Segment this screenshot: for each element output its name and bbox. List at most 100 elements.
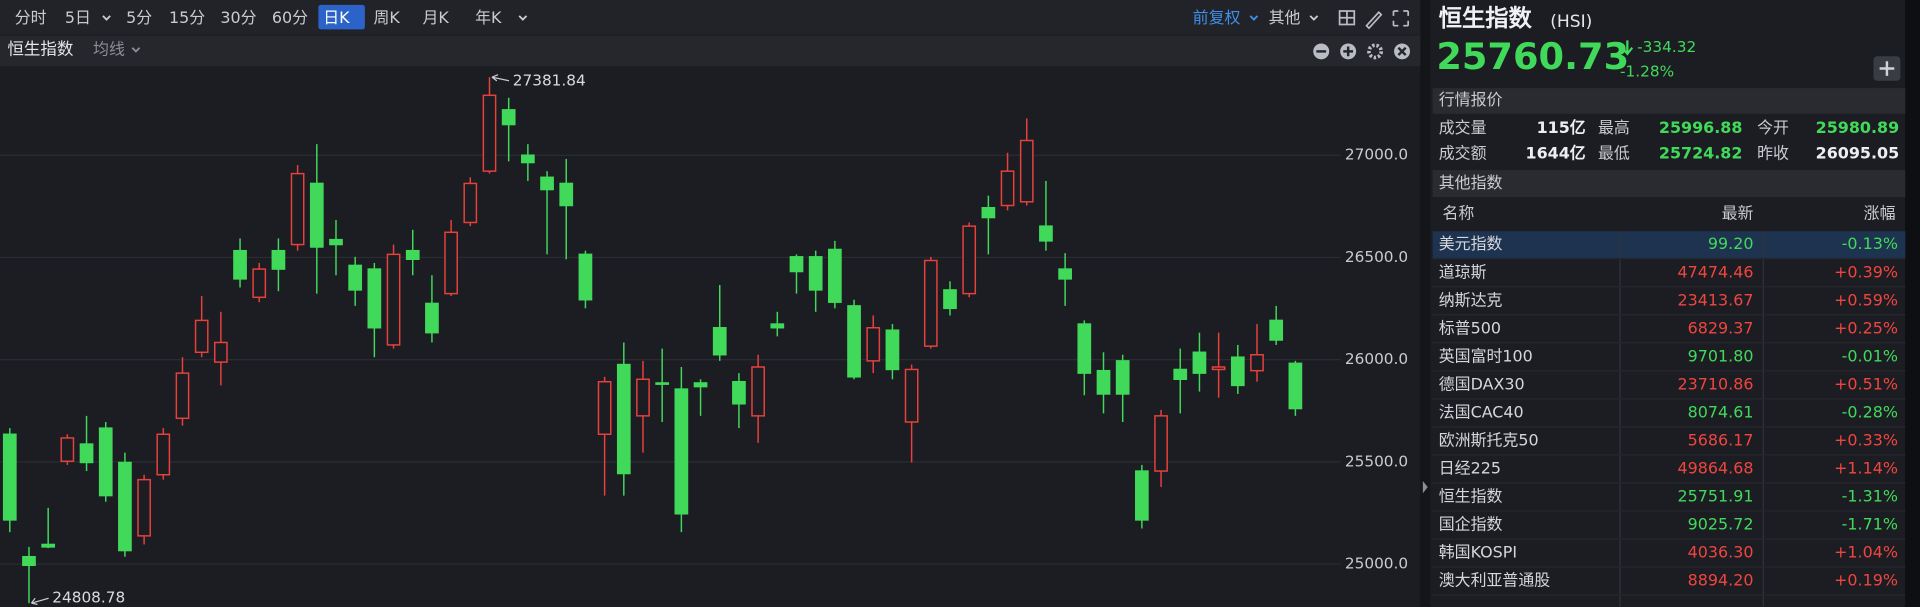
index-name[interactable]: 纳斯达克	[1439, 290, 1503, 309]
y-tick-label: 25500.0	[1345, 452, 1408, 470]
index-last: 6829.37	[1688, 318, 1754, 337]
candle-body	[1269, 319, 1284, 341]
candle-body	[847, 305, 861, 378]
dropdown-arrow	[102, 15, 111, 21]
candle-body	[712, 327, 727, 356]
index-name[interactable]: 标普500	[1439, 318, 1501, 337]
index-name[interactable]: 英国富时100	[1439, 346, 1533, 365]
edge	[1905, 0, 1920, 607]
index-name[interactable]: 国企指数	[1439, 515, 1503, 534]
splitter[interactable]	[1420, 0, 1431, 607]
index-last: 4036.30	[1688, 543, 1754, 562]
quote-name: 恒生指数	[1439, 5, 1533, 32]
candle-body	[41, 543, 56, 548]
index-name[interactable]: 韩国KOSPI	[1439, 543, 1517, 562]
index-last: 9701.80	[1688, 346, 1754, 365]
candle-body	[1077, 323, 1092, 374]
candle-body	[655, 382, 670, 385]
candle-body	[98, 427, 113, 497]
chart-header	[0, 35, 1421, 67]
down-arrow	[1621, 40, 1634, 56]
candle-body	[559, 182, 574, 207]
candle-body	[348, 264, 363, 291]
candle-body	[866, 327, 881, 362]
index-name[interactable]: 澳大利亚普通股	[1439, 571, 1550, 590]
chart-pane	[0, 0, 1421, 607]
quote-value: 25724.82	[1659, 144, 1743, 163]
section-header	[1432, 88, 1906, 114]
candle-body	[214, 341, 228, 363]
candle-body	[1135, 470, 1149, 521]
y-tick-label: 27000.0	[1345, 146, 1408, 164]
draw-icon[interactable]	[1365, 10, 1383, 30]
period-tab[interactable]: 60分	[272, 8, 308, 27]
candle-body	[386, 253, 401, 346]
period-tab[interactable]: 周K	[373, 8, 400, 27]
index-last: 9025.72	[1688, 515, 1754, 534]
index-name[interactable]: 欧洲斯托克50	[1439, 430, 1539, 449]
chart-name: 恒生指数	[7, 40, 74, 59]
index-last: 23710.86	[1678, 374, 1754, 393]
other-select[interactable]: 其他	[1269, 8, 1301, 27]
candle-body	[367, 268, 382, 329]
period-tab[interactable]: 5日	[65, 8, 91, 27]
selected-row[interactable]	[1432, 231, 1906, 259]
chart-controls	[1313, 43, 1410, 60]
quote-label: 昨收	[1757, 144, 1789, 163]
candle-body	[693, 382, 708, 388]
col-header: 名称	[1442, 204, 1474, 223]
fullscreen-icon[interactable]	[1392, 10, 1410, 27]
min-label: 24808.78	[52, 589, 125, 607]
toolbar-icons	[1338, 10, 1410, 30]
period-tab[interactable]: 30分	[220, 8, 256, 27]
candle-body	[137, 478, 151, 537]
candle-body	[1211, 366, 1226, 371]
candle-body	[597, 380, 612, 435]
index-name[interactable]: 美元指数	[1439, 234, 1503, 253]
candle-body	[463, 182, 478, 224]
candle-body	[1000, 170, 1015, 207]
quote-change: -334.32	[1637, 38, 1696, 56]
indicator[interactable]: 均线	[93, 40, 125, 59]
period-tab[interactable]: 年K	[475, 8, 502, 27]
quote-value: 115亿	[1537, 118, 1586, 137]
candle-body	[751, 366, 765, 417]
candle-body	[1288, 362, 1303, 410]
quote-price: 25760.73	[1436, 35, 1629, 78]
period-tab[interactable]: 15分	[169, 8, 205, 27]
period-tab[interactable]: 分时	[15, 8, 47, 27]
candle-body	[521, 154, 535, 164]
candle-body	[885, 329, 900, 371]
period-tab[interactable]: 日K	[323, 8, 350, 27]
index-last: 49864.68	[1678, 458, 1754, 477]
candle-body	[79, 443, 94, 464]
candle-body	[60, 437, 75, 462]
settings[interactable]	[1367, 43, 1384, 60]
quote-label: 最高	[1598, 118, 1630, 137]
index-name[interactable]: 道琼斯	[1439, 262, 1487, 281]
index-name[interactable]: 日经225	[1439, 458, 1501, 477]
x-icon	[1397, 46, 1407, 56]
index-change: +0.39%	[1834, 262, 1898, 281]
period-tab[interactable]: 月K	[422, 8, 449, 27]
candle-body	[732, 380, 746, 405]
adjust-select[interactable]: 前复权	[1193, 8, 1241, 27]
quote-code: (HSI)	[1550, 12, 1592, 32]
toolbar	[0, 0, 1421, 35]
section-header	[1432, 170, 1906, 198]
index-name[interactable]: 恒生指数	[1439, 486, 1503, 505]
index-name[interactable]: 法国CAC40	[1439, 402, 1524, 421]
section-title: 行情报价	[1439, 90, 1503, 109]
candle-body	[1192, 351, 1207, 374]
annotation-arrow	[491, 74, 510, 82]
index-change: -1.71%	[1842, 515, 1898, 534]
index-last: 99.20	[1708, 234, 1754, 253]
candle-body	[271, 249, 286, 270]
index-name[interactable]: 德国DAX30	[1439, 374, 1525, 393]
splitter-arrow	[1422, 480, 1428, 494]
quote-value: 25996.88	[1659, 118, 1743, 137]
period-tab[interactable]: 5分	[126, 8, 152, 27]
index-change: -0.13%	[1842, 234, 1898, 253]
candle-body	[943, 289, 957, 310]
